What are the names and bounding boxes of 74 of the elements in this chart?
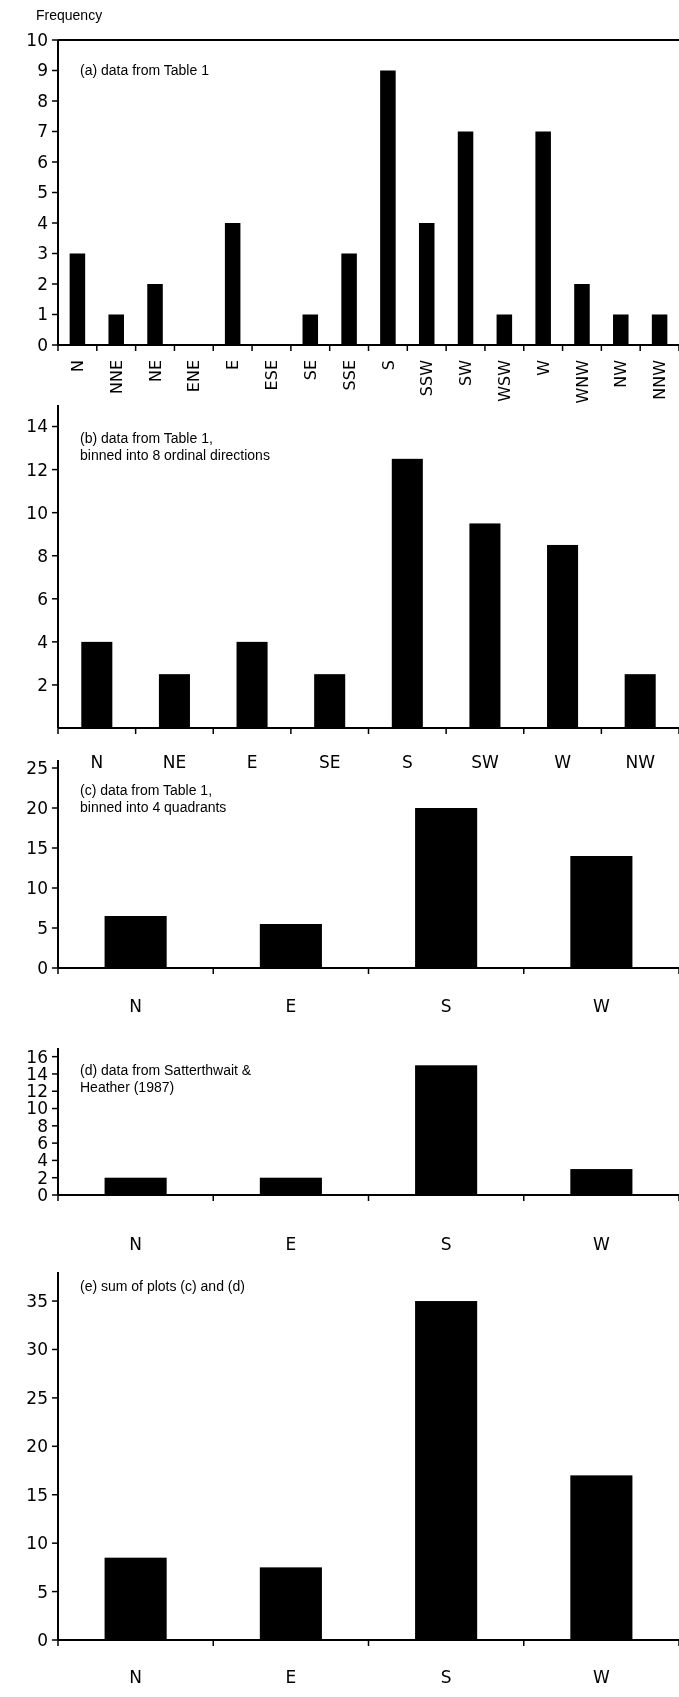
x-tick-label: N xyxy=(90,752,104,772)
x-tick-label: W xyxy=(533,359,553,376)
x-tick-label: N xyxy=(129,1234,142,1254)
x-tick-label: E xyxy=(223,360,243,371)
y-tick-label: 14 xyxy=(26,416,48,437)
x-tick-label: E xyxy=(246,752,258,772)
y-tick-label: 20 xyxy=(26,1436,48,1457)
y-tick-label: 9 xyxy=(37,60,48,81)
y-tick-label: 10 xyxy=(26,877,48,898)
y-tick-label: 2 xyxy=(37,674,48,695)
x-tick-label: SW xyxy=(471,752,499,772)
x-tick-label: E xyxy=(285,996,297,1016)
y-tick-label: 4 xyxy=(37,631,48,652)
x-tick-label: ENE xyxy=(184,360,204,393)
x-tick-label: NE xyxy=(162,752,187,772)
y-tick-label: 12 xyxy=(26,459,48,480)
y-tick-label: 35 xyxy=(26,1291,48,1311)
x-tick-label: SE xyxy=(300,360,320,381)
y-tick-label: 4 xyxy=(37,212,48,233)
y-axis-title: Frequency xyxy=(36,7,103,23)
y-tick-label: 6 xyxy=(37,151,48,172)
y-tick-label: 6 xyxy=(37,588,48,609)
x-tick-label: W xyxy=(592,996,610,1016)
annotation: (c) data from Table 1, binned into 4 quadrants xyxy=(80,781,227,816)
x-tick-label: SSE xyxy=(339,360,359,391)
y-tick-label: 8 xyxy=(37,90,48,111)
x-tick-label: NW xyxy=(625,752,656,772)
y-tick-label: 15 xyxy=(26,1484,48,1505)
x-tick-label: NNE xyxy=(106,360,126,395)
y-tick-label: 0 xyxy=(37,1629,48,1650)
y-tick-label: 0 xyxy=(37,334,48,355)
x-tick-label: N xyxy=(129,996,142,1016)
x-tick-label: WNW xyxy=(572,359,592,404)
y-tick-label: 25 xyxy=(26,1387,48,1408)
x-tick-label: SW xyxy=(456,359,476,386)
x-tick-label: E xyxy=(285,1234,297,1254)
annotation: (d) data from Satterthwait & Heather (1987) xyxy=(80,1061,252,1096)
y-tick-label: 5 xyxy=(37,182,48,203)
annotation: (e) sum of plots (c) and (d) xyxy=(80,1277,245,1294)
x-tick-label: ESE xyxy=(262,360,282,391)
y-tick-label: 30 xyxy=(26,1339,48,1360)
x-tick-label: W xyxy=(554,752,572,772)
x-tick-label: S xyxy=(378,360,398,371)
x-tick-label: S xyxy=(440,1234,452,1254)
y-tick-label: 1 xyxy=(37,304,48,325)
x-tick-label: NE xyxy=(145,360,165,383)
x-tick-label: S xyxy=(440,1667,452,1687)
y-tick-label: 2 xyxy=(37,273,48,294)
y-tick-label: 7 xyxy=(37,121,48,142)
y-tick-label: 10 xyxy=(26,29,48,50)
y-tick-label: 0 xyxy=(37,957,48,978)
annotation: (a) data from Table 1 xyxy=(80,61,210,78)
x-tick-label: NW xyxy=(611,359,631,388)
annotation: (b) data from Table 1, binned into 8 ordinal directions xyxy=(80,429,270,464)
x-tick-label: N xyxy=(68,360,88,372)
x-tick-label: W xyxy=(592,1234,610,1254)
y-tick-label: 20 xyxy=(26,797,48,818)
x-tick-label: SE xyxy=(318,752,341,772)
x-tick-label: E xyxy=(285,1667,297,1687)
y-tick-label: 5 xyxy=(37,1581,48,1602)
x-tick-label: W xyxy=(592,1667,610,1687)
y-tick-label: 15 xyxy=(26,837,48,858)
x-tick-label: SSW xyxy=(417,359,437,397)
x-tick-label: N xyxy=(129,1667,142,1687)
x-tick-label: WSW xyxy=(494,359,514,402)
y-tick-label: 3 xyxy=(37,243,48,264)
y-tick-label: 8 xyxy=(37,545,48,566)
y-tick-label: 10 xyxy=(26,502,48,523)
x-tick-label: NNW xyxy=(650,359,670,400)
x-tick-label: S xyxy=(440,996,452,1016)
y-tick-label: 10 xyxy=(26,1533,48,1554)
x-tick-label: S xyxy=(401,752,413,772)
y-tick-label: 25 xyxy=(26,757,48,778)
y-tick-label: 5 xyxy=(37,917,48,938)
